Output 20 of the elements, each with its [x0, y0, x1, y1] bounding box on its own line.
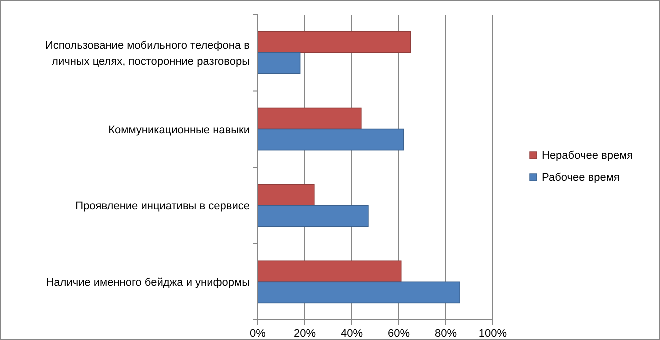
bar — [258, 31, 412, 54]
bar — [258, 128, 404, 151]
x-tick-label: 40% — [340, 328, 364, 340]
bar — [258, 205, 369, 228]
y-tick-label: Проявление инциативы в сервисе — [76, 200, 250, 213]
bar — [258, 282, 460, 304]
bar — [258, 108, 362, 130]
x-tick-label: 80% — [434, 328, 458, 340]
x-tick-label: 0% — [250, 328, 266, 340]
y-tick-label: Использование мобильного телефона в личных целях, посторонние разговоры — [45, 40, 250, 68]
x-tick-label: 100% — [478, 328, 508, 340]
x-tick-label: 20% — [294, 328, 316, 340]
legend-label: Рабочее время — [542, 172, 620, 184]
y-tick-label: Коммуникационные навыки — [108, 124, 250, 136]
x-tick-label: 60% — [388, 328, 410, 340]
y-tick-label: Наличие именного бейджа и униформы — [46, 277, 250, 290]
legend-label: Нерабочее время — [542, 150, 634, 162]
bar — [258, 260, 402, 283]
bar — [258, 184, 315, 206]
bar — [258, 52, 301, 74]
